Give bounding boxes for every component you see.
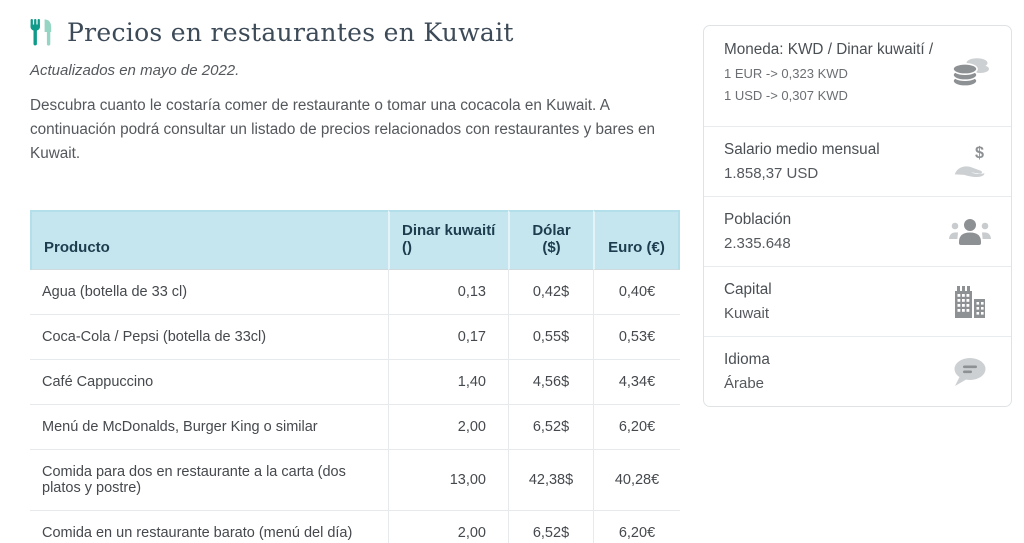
population-value: 2.335.648 (724, 235, 791, 252)
svg-text:$: $ (975, 144, 984, 162)
capital-value: Kuwait (724, 305, 770, 322)
kwd-cell: 0,17 (388, 315, 508, 361)
eur-cell: 6,20€ (593, 405, 680, 451)
product-cell: Comida en un restaurante barato (menú de… (30, 511, 388, 543)
column-header-euro: Euro (€) (593, 210, 680, 271)
usd-cell: 4,56$ (508, 360, 593, 406)
eur-cell: 40,28€ (593, 450, 680, 512)
usd-rate: 1 USD -> 0,307 KWD (724, 88, 848, 103)
main-content: Precios en restaurantes en Kuwait Actual… (30, 16, 680, 543)
eur-cell: 6,20€ (593, 511, 680, 543)
table-row: Menú de McDonalds, Burger King o similar… (30, 405, 680, 451)
language-title: Idioma (724, 351, 770, 368)
capital-section: Capital Kuwait (704, 266, 1011, 336)
table-row: Comida para dos en restaurante a la cart… (30, 450, 680, 512)
kwd-cell: 1,40 (388, 360, 508, 406)
salary-value: 1.858,37 USD (724, 165, 819, 182)
updated-note: Actualizados en mayo de 2022. (30, 62, 240, 79)
table-row: Comida en un restaurante barato (menú de… (30, 511, 680, 543)
usd-cell: 6,52$ (508, 405, 593, 451)
people-icon (947, 216, 993, 248)
usd-cell: 0,55$ (508, 315, 593, 361)
column-header-dolar: Dólar ($) (508, 210, 593, 271)
speech-bubble-icon (947, 356, 993, 388)
capital-title: Capital (724, 281, 772, 298)
kwd-cell: 0,13 (388, 270, 508, 316)
column-header-producto: Producto (30, 210, 388, 271)
kwd-cell: 13,00 (388, 450, 508, 512)
eur-cell: 0,40€ (593, 270, 680, 316)
kwd-cell: 2,00 (388, 511, 508, 543)
eur-rate: 1 EUR -> 0,323 KWD (724, 66, 848, 81)
product-cell: Café Cappuccino (30, 360, 388, 406)
population-section: Población 2.335.648 (704, 196, 1011, 266)
usd-cell: 0,42$ (508, 270, 593, 316)
eur-cell: 4,34€ (593, 360, 680, 406)
buildings-icon (947, 285, 993, 319)
info-sidebar: Moneda: KWD / Dinar kuwaití / 1 EUR -> 0… (703, 25, 1012, 543)
table-row: Coca-Cola / Pepsi (botella de 33cl) 0,17… (30, 315, 680, 361)
usd-cell: 6,52$ (508, 511, 593, 543)
intro-paragraph: Descubra cuanto le costaría comer de res… (30, 97, 656, 163)
kwd-cell: 2,00 (388, 405, 508, 451)
product-cell: Comida para dos en restaurante a la cart… (30, 450, 388, 512)
product-cell: Coca-Cola / Pepsi (botella de 33cl) (30, 315, 388, 361)
product-cell: Agua (botella de 33 cl) (30, 270, 388, 316)
page-title: Precios en restaurantes en Kuwait (67, 18, 514, 47)
title-row: Precios en restaurantes en Kuwait (30, 18, 680, 47)
salary-title: Salario medio mensual (724, 141, 880, 158)
table-header-row: Producto Dinar kuwaití () Dólar ($) Euro… (30, 210, 680, 271)
usd-cell: 42,38$ (508, 450, 593, 512)
salary-section: Salario medio mensual 1.858,37 USD $ (704, 126, 1011, 196)
column-header-dinar: Dinar kuwaití () (388, 210, 508, 271)
eur-cell: 0,53€ (593, 315, 680, 361)
salary-hand-icon: $ (947, 144, 993, 180)
table-row: Café Cappuccino 1,40 4,56$ 4,34€ (30, 360, 680, 406)
table-row: Agua (botella de 33 cl) 0,13 0,42$ 0,40€ (30, 270, 680, 316)
language-section: Idioma Árabe (704, 336, 1011, 406)
currency-title: Moneda: KWD / Dinar kuwaití / (724, 41, 934, 58)
product-cell: Menú de McDonalds, Burger King o similar (30, 405, 388, 451)
language-value: Árabe (724, 375, 765, 392)
fork-knife-icon (30, 19, 54, 46)
currency-section: Moneda: KWD / Dinar kuwaití / 1 EUR -> 0… (704, 26, 1011, 126)
country-info-card: Moneda: KWD / Dinar kuwaití / 1 EUR -> 0… (703, 25, 1012, 407)
prices-table: Producto Dinar kuwaití () Dólar ($) Euro… (30, 210, 680, 543)
population-title: Población (724, 211, 792, 228)
coins-icon (947, 56, 993, 88)
